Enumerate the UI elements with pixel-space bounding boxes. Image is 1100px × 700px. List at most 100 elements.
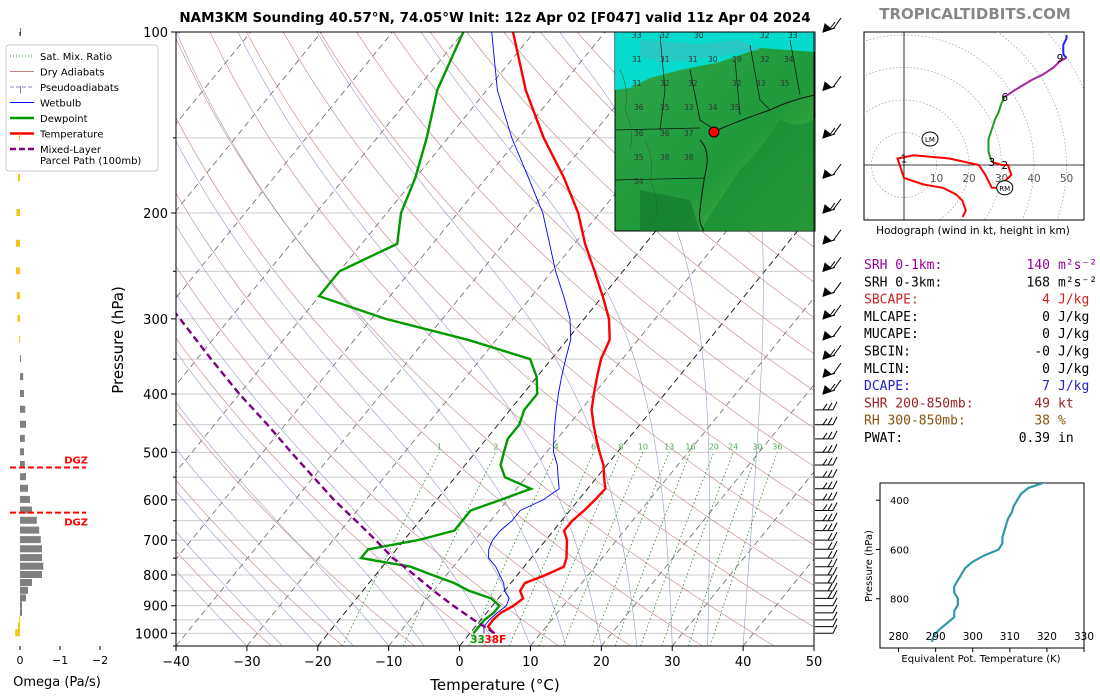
barb-feather: [827, 481, 833, 490]
barb-pennant: [822, 128, 832, 139]
index-value: 0: [1042, 310, 1050, 325]
omega-bar: [20, 86, 21, 94]
hodograph-ring-label: 20: [962, 173, 975, 185]
mix-ratio-label: 20: [709, 442, 719, 451]
svg-text:30: 30: [708, 55, 718, 64]
index-label: SHR 200-850mb:: [864, 396, 974, 411]
wind-barb: [822, 281, 842, 297]
barb-pennant: [822, 262, 832, 273]
index-unit: J/kg: [1058, 379, 1089, 394]
index-label: SRH 0-1km:: [864, 258, 942, 273]
barb-feather: [827, 567, 833, 576]
dry-adiabat-line: [356, 32, 814, 467]
mix-ratio-label: 30: [752, 442, 762, 451]
barb-feather: [832, 566, 838, 576]
svg-text:32: 32: [660, 79, 670, 88]
barb-feather: [828, 21, 836, 31]
barb-feather: [832, 75, 842, 88]
hodograph-motion-marker: [996, 180, 1014, 196]
barb-feather: [832, 597, 838, 606]
omega-bar: [20, 601, 22, 609]
index-unit: %: [1058, 414, 1066, 429]
isotherm-line: [246, 32, 748, 646]
barb-pennant: [822, 385, 832, 395]
thetae-x-tick-label: 280: [889, 631, 909, 643]
barb-feather: [827, 532, 833, 541]
index-value: 168: [1027, 275, 1050, 290]
omega-bar: [20, 373, 24, 381]
pseudoadiabat-line: [420, 32, 673, 646]
thetae-x-tick-label: 290: [926, 631, 946, 643]
chart-title: NAM3KM Sounding 40.57°N, 74.05°W Init: 1…: [179, 10, 810, 26]
omega-x-tick-label: 0: [17, 654, 24, 667]
barb-feather: [827, 591, 833, 599]
wind-barb: [815, 541, 838, 550]
barb-feather: [832, 401, 838, 411]
omega-bar: [16, 267, 20, 275]
dry-adiabat-line: [282, 32, 814, 546]
index-label: PWAT:: [864, 431, 903, 446]
omega-bar: [20, 545, 42, 553]
barb-feather: [832, 541, 838, 550]
index-unit: J/kg: [1058, 293, 1089, 308]
isotherm-line: [176, 32, 464, 386]
y-tick-label: 1000: [135, 627, 168, 642]
thetae-x-tick-label: 320: [1037, 631, 1057, 643]
isotherm-line: [176, 32, 535, 473]
barb-feather: [832, 590, 838, 599]
wind-barb: [822, 379, 842, 395]
omega-bar: [20, 355, 21, 363]
barb-pennant: [822, 309, 832, 320]
barb-feather: [828, 260, 836, 270]
hodograph-ring-label: 10: [930, 173, 943, 185]
mixing-ratio-line: [591, 452, 670, 646]
pseudoadiabat-line: [176, 351, 425, 646]
mix-ratio-label: 13: [664, 442, 674, 451]
isotherm-emph-line: [459, 210, 814, 646]
barb-feather: [832, 491, 838, 501]
y-tick-label: 400: [143, 388, 168, 403]
barb-feather: [822, 524, 828, 531]
barb-feather: [827, 523, 833, 531]
index-value: 7: [1042, 379, 1050, 394]
index-label: MLCAPE:: [864, 310, 919, 325]
barb-feather: [832, 502, 838, 511]
wind-barb: [815, 604, 838, 614]
index-unit: m²s⁻²: [1058, 258, 1097, 273]
svg-text:36: 36: [634, 103, 644, 112]
wind-barb: [815, 401, 838, 411]
dry-adiabat-line: [176, 337, 487, 646]
barb-feather: [832, 123, 842, 136]
mix-ratio-label: 24: [728, 442, 738, 451]
mix-ratio-label: 36: [772, 442, 782, 451]
omega-bar: [18, 174, 20, 182]
index-unit: kt: [1058, 396, 1074, 411]
dry-adiabat-line: [176, 116, 703, 646]
barb-feather: [822, 493, 828, 501]
barb-feather: [832, 625, 838, 634]
thetae-panel: 280 290 300 310 320 330 400 600 800: [876, 482, 1094, 652]
legend-label: Mixed-Layer: [40, 145, 102, 156]
index-label: DCAPE:: [864, 379, 911, 394]
omega-bar: [20, 405, 26, 413]
wind-barb: [815, 480, 838, 490]
omega-bar: [19, 615, 21, 623]
thetae-y-tick-label: 600: [890, 545, 909, 556]
wind-barb: [815, 618, 838, 628]
pseudoadiabat-line: [176, 32, 567, 646]
omega-bar: [16, 209, 20, 216]
barb-feather: [832, 618, 838, 627]
barb-pennant: [822, 234, 832, 245]
omega-bar: [20, 608, 22, 616]
wind-barb: [815, 558, 838, 568]
wind-barb: [815, 590, 838, 599]
index-value: 49: [1034, 396, 1050, 411]
surface-dewpoint-label: 33: [470, 634, 485, 646]
wind-barb: [822, 163, 842, 179]
barb-feather: [832, 611, 838, 621]
omega-bar: [20, 420, 26, 428]
wind-barb: [815, 574, 838, 584]
pseudoadiabat-line: [237, 32, 602, 646]
svg-text:38: 38: [684, 153, 694, 162]
legend-label: Parcel Path (100mb): [40, 156, 141, 167]
